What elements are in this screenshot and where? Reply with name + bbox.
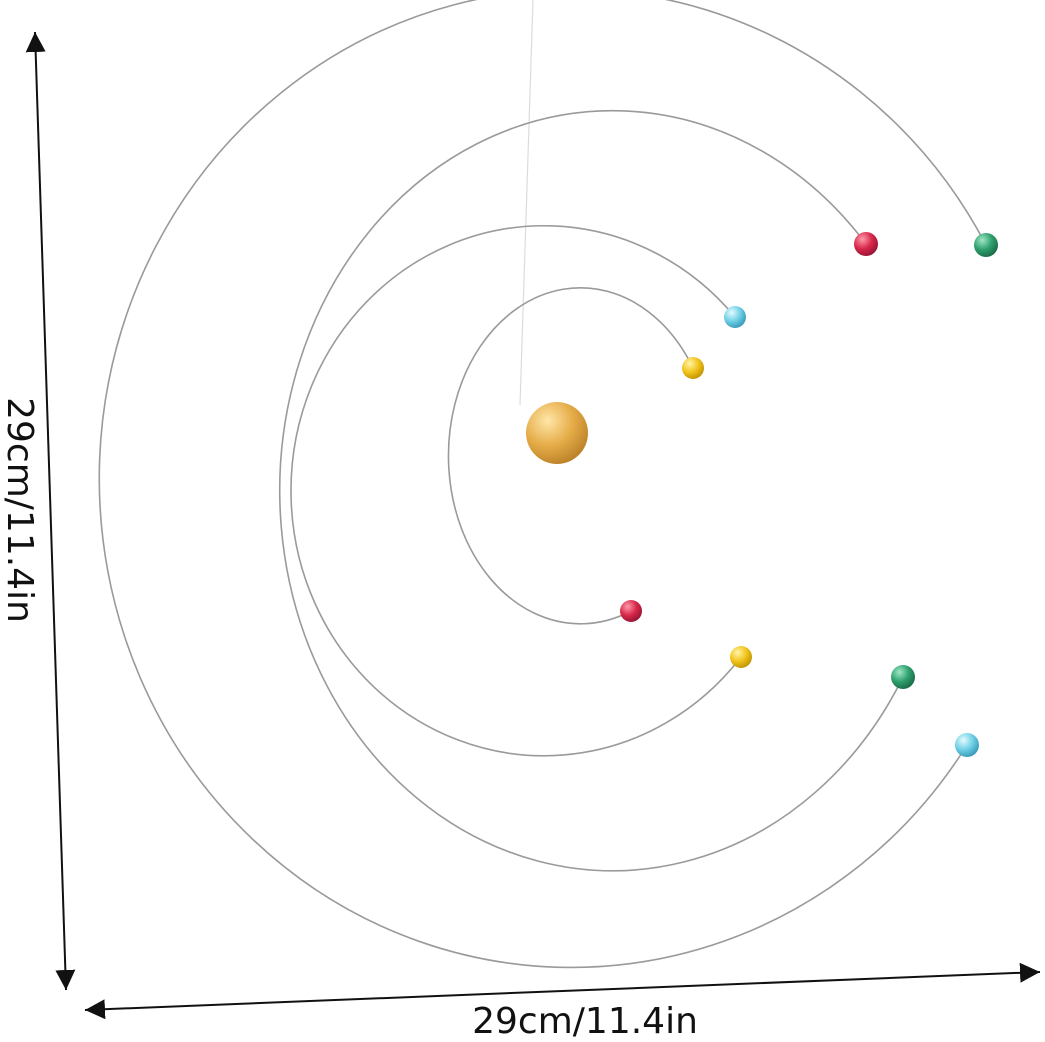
orbit-wire: [278, 109, 904, 872]
hanging-string: [519, 0, 534, 406]
sun-bead: [526, 402, 588, 464]
orbit-wire: [447, 287, 694, 625]
bead: [854, 232, 878, 256]
bead: [682, 357, 704, 379]
width-arrow: [84, 962, 1041, 1020]
bead: [891, 665, 915, 689]
width-label: 29cm/11.4in: [472, 1001, 698, 1042]
orbit-wire: [98, 0, 987, 969]
bead: [724, 306, 746, 328]
height-label: 29cm/11.4in: [0, 397, 40, 623]
bead: [955, 733, 979, 757]
bead: [620, 600, 642, 622]
orbit-wire: [290, 224, 742, 757]
bead: [974, 233, 998, 257]
height-arrow: [25, 31, 76, 991]
bead: [730, 646, 752, 668]
